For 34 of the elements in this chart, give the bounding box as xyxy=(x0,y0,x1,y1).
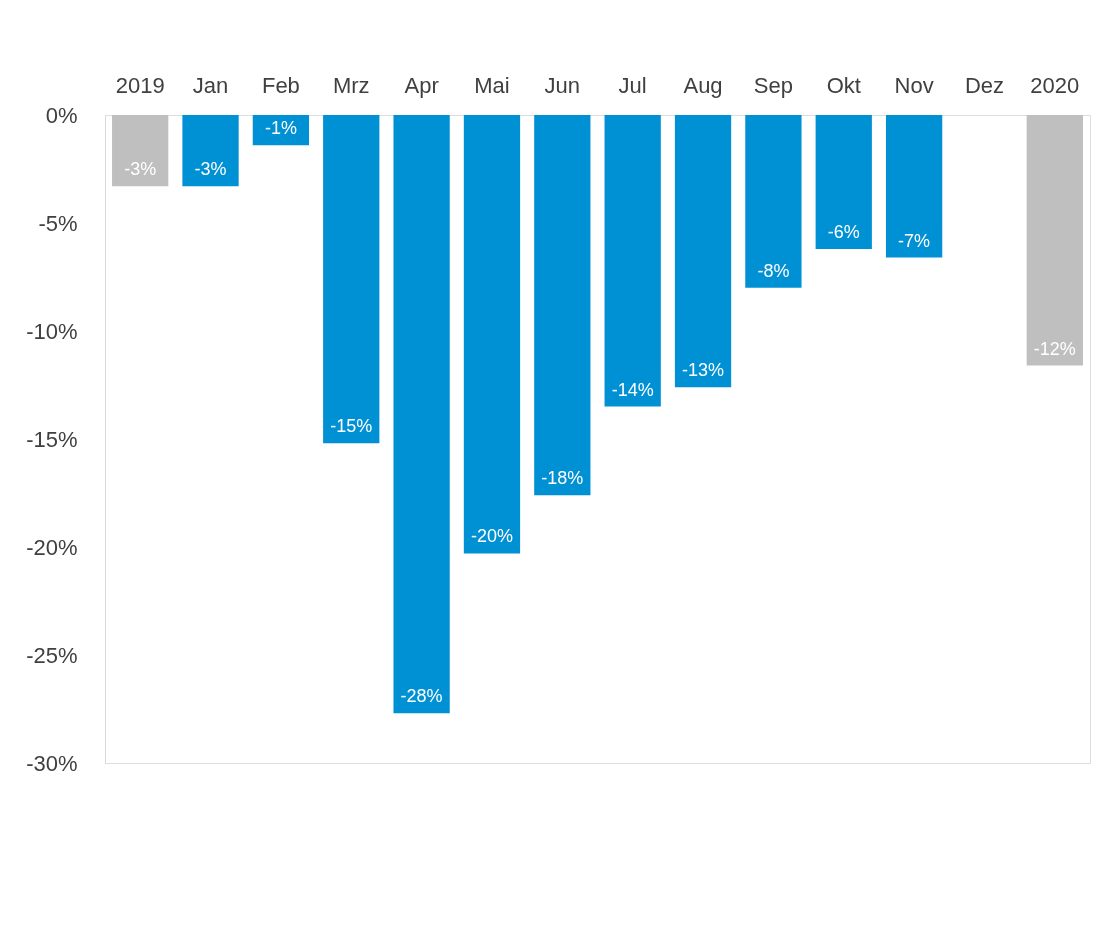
x-tick-label: Mai xyxy=(474,72,510,98)
data-label: -3% xyxy=(124,159,157,180)
y-tick-label: -20% xyxy=(26,534,78,560)
x-tick-label: Nov xyxy=(894,72,934,98)
x-tick-label: Jul xyxy=(618,72,647,98)
data-label: -20% xyxy=(470,526,513,547)
data-label: -15% xyxy=(330,416,373,437)
data-label: -18% xyxy=(541,468,584,489)
data-label: -6% xyxy=(827,221,860,242)
x-tick-label: Jun xyxy=(544,72,581,98)
y-tick-label: 0% xyxy=(45,102,78,128)
x-tick-label: Feb xyxy=(261,72,300,98)
x-tick-label: Apr xyxy=(404,72,439,98)
data-label: -12% xyxy=(1033,338,1076,359)
data-label: -3% xyxy=(194,159,227,180)
data-label: -8% xyxy=(757,260,790,281)
data-label: -1% xyxy=(264,118,297,139)
data-label: -14% xyxy=(611,379,654,400)
data-label: -13% xyxy=(682,360,725,381)
x-tick-label: Jan xyxy=(192,72,229,98)
y-tick-label: -15% xyxy=(26,426,78,452)
y-tick-label: -25% xyxy=(26,642,78,668)
x-tick-label: 2020 xyxy=(1030,72,1080,98)
x-tick-label: Sep xyxy=(753,72,793,98)
x-tick-label: Mrz xyxy=(332,72,370,98)
y-tick-label: -30% xyxy=(26,750,78,776)
data-label: -28% xyxy=(400,686,443,707)
x-tick-label: Aug xyxy=(683,72,723,98)
x-tick-label: Okt xyxy=(826,72,861,98)
y-tick-label: -10% xyxy=(26,318,78,344)
data-label: -7% xyxy=(898,230,931,251)
x-tick-label: 2019 xyxy=(115,72,165,98)
y-tick-label: -5% xyxy=(38,210,78,236)
x-tick-label: Dez xyxy=(964,72,1005,98)
